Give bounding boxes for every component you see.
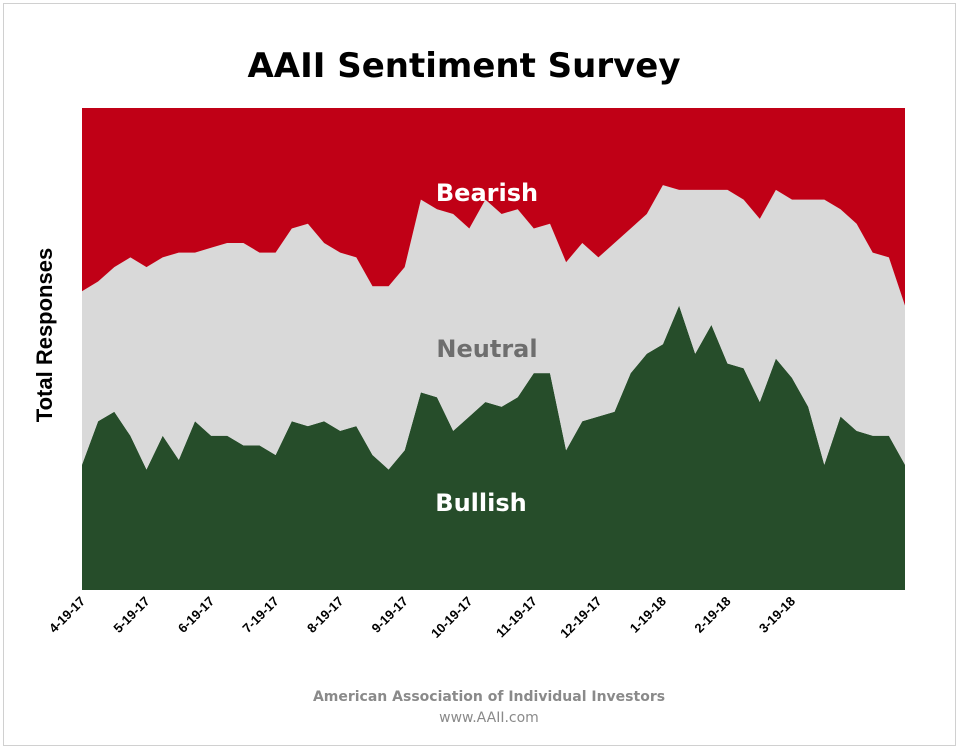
x-tick-label: 6-19-17 <box>175 594 217 636</box>
x-tick-labels: 4-19-17 5-19-17 6-19-17 7-19-17 8-19-17 9-19-… <box>46 594 798 641</box>
x-tick-label: 3-19-18 <box>756 594 798 636</box>
chart-frame <box>3 3 956 746</box>
chart-title: AAII Sentiment Survey <box>247 46 680 86</box>
area-bullish <box>82 305 905 590</box>
x-tick-label: 4-19-17 <box>46 594 88 636</box>
bullish-label: Bullish <box>435 489 526 517</box>
x-tick-label: 8-19-17 <box>304 594 346 636</box>
area-neutral <box>82 185 905 470</box>
x-tick-label: 7-19-17 <box>239 594 281 636</box>
footer-url: www.AAII.com <box>439 710 539 726</box>
area-bearish <box>82 108 905 306</box>
x-tick-label: 5-19-17 <box>110 594 152 636</box>
footer-organization: American Association of Individual Inves… <box>313 689 665 705</box>
x-tick-label: 2-19-18 <box>691 594 733 636</box>
x-tick-label: 12-19-17 <box>557 594 604 641</box>
x-tick-label: 10-19-17 <box>428 594 475 641</box>
area-series-group <box>82 108 905 590</box>
neutral-label: Neutral <box>436 335 537 363</box>
bearish-label: Bearish <box>436 179 538 207</box>
x-tick-label: 1-19-18 <box>627 594 669 636</box>
x-tick-label: 11-19-17 <box>493 594 540 641</box>
x-tick-label: 9-19-17 <box>369 594 411 636</box>
y-axis-label: Total Responses <box>32 248 57 422</box>
